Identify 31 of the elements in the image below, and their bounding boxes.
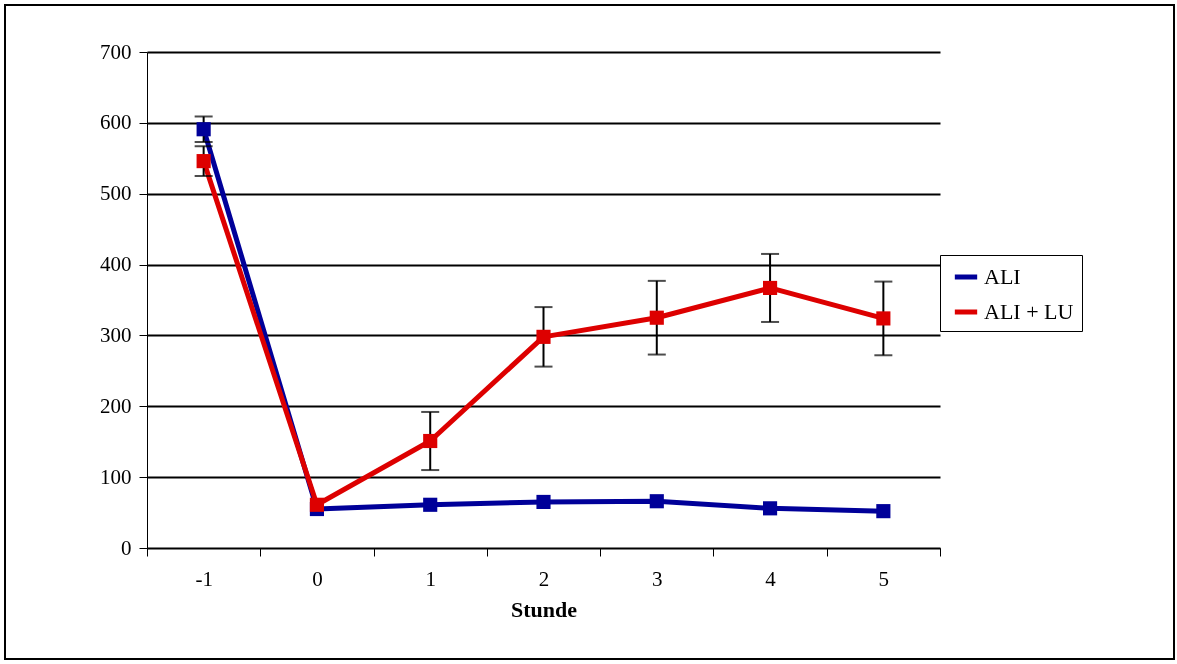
point <box>196 154 211 169</box>
point <box>763 280 778 296</box>
point <box>536 329 551 344</box>
y-tick-label: 300 <box>100 322 132 347</box>
y-tick-label: 400 <box>100 252 132 277</box>
y-tick-label: 700 <box>100 39 132 64</box>
x-tick-label: 1 <box>425 566 436 591</box>
x-axis-title: Stunde <box>510 596 578 622</box>
y-tick-label: 500 <box>100 181 132 206</box>
point <box>309 497 324 512</box>
x-tick-label: 2 <box>538 566 550 591</box>
x-tick-label: 5 <box>878 566 890 591</box>
point <box>423 433 438 449</box>
legend-label: ALI <box>984 264 1021 289</box>
x-tick-label: 0 <box>312 566 323 591</box>
y-tick-label: 100 <box>100 464 132 489</box>
y-tick-label: 0 <box>121 535 132 560</box>
y-tick-label: 600 <box>100 110 132 135</box>
legend-label: ALI + LU <box>984 299 1074 324</box>
point <box>536 494 551 510</box>
point <box>423 497 438 512</box>
point <box>876 504 891 519</box>
point <box>876 311 891 326</box>
point <box>196 122 211 137</box>
x-tick-label: 3 <box>652 566 663 591</box>
x-tick-label: -1 <box>195 566 213 591</box>
x-tick-label: 4 <box>765 566 777 591</box>
point <box>649 310 664 325</box>
point <box>763 501 778 516</box>
y-tick-label: 200 <box>100 393 132 418</box>
point <box>649 494 664 509</box>
